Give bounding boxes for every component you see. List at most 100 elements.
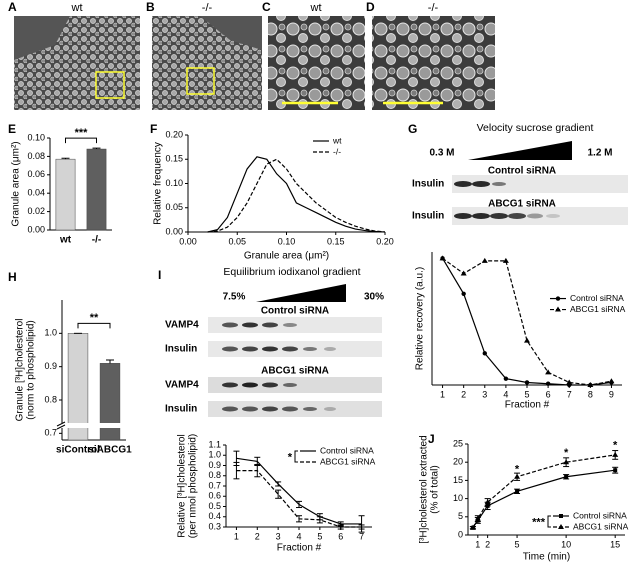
gradient-end: 1.2 M — [587, 148, 612, 159]
y-tick-label: 0.7 — [44, 428, 57, 438]
x-tick-label: 2 — [461, 389, 466, 399]
gradient-wedge — [256, 284, 346, 302]
y-tick-label: 0.00 — [27, 224, 45, 234]
marker — [515, 489, 520, 494]
legend-label: ABCG1 siRNA — [320, 456, 376, 466]
y-tick-label: 0.8 — [44, 394, 57, 404]
marker — [503, 376, 509, 381]
y-tick-label: 0.06 — [27, 169, 45, 179]
axis-break — [56, 423, 126, 428]
series-line — [236, 457, 362, 525]
x-tick-label: 15 — [610, 539, 620, 549]
y-axis-label: (% of total) — [430, 465, 441, 513]
x-tick-label: 7 — [359, 531, 364, 541]
marker — [524, 337, 530, 343]
micrograph-d: D -/- — [366, 0, 495, 110]
gel-title: Equilibrium iodixanol gradient — [223, 266, 360, 278]
y-tick-label: 0.04 — [27, 188, 45, 198]
marker — [461, 291, 466, 296]
y-tick-label: 0.6 — [208, 491, 221, 501]
y-axis-label: [³H]cholesterol extracted — [419, 435, 430, 543]
bands — [222, 382, 297, 388]
x-tick-label: 10 — [561, 539, 571, 549]
legend-label: Control siRNA — [573, 510, 627, 520]
bands — [222, 322, 297, 328]
image-title: wt — [310, 2, 322, 14]
x-tick-label: 3 — [276, 531, 281, 541]
panel-label: H — [8, 270, 17, 284]
micrograph-a: A wt — [8, 0, 140, 110]
bands — [222, 346, 336, 352]
x-tick-label: -/- — [92, 235, 101, 246]
axis-break-mark — [56, 421, 66, 430]
y-tick-label: 0.10 — [165, 178, 183, 188]
x-tick-label: 0.00 — [179, 236, 197, 246]
y-tick-label: 0.00 — [165, 226, 183, 236]
bands — [454, 213, 560, 219]
marker — [474, 515, 481, 521]
x-tick-label: 4 — [296, 531, 301, 541]
x-axis-label: Time (min) — [523, 552, 570, 563]
y-tick-label: 25 — [453, 438, 463, 448]
y-tick-label: 0.20 — [165, 129, 183, 139]
legend-label: wt — [332, 135, 342, 145]
cell-region — [200, 16, 262, 50]
gel-i: I Equilibrium iodixanol gradient 7.5% 30… — [158, 266, 384, 417]
gradient-end: 30% — [364, 292, 384, 303]
marker — [439, 255, 446, 261]
x-tick-label: 6 — [338, 531, 343, 541]
marker — [545, 369, 552, 375]
legend-label: ABCG1 siRNA — [573, 521, 629, 531]
significance: *** — [532, 516, 546, 528]
marker — [559, 514, 563, 518]
legend-bracket — [547, 515, 551, 528]
x-tick-label: 5 — [524, 389, 529, 399]
marker — [566, 379, 573, 385]
micrograph-c: C wt — [262, 0, 365, 110]
gradient-start: 0.3 M — [429, 148, 454, 159]
annotation: * — [613, 439, 618, 451]
marker — [484, 499, 491, 505]
blot — [452, 175, 628, 193]
bands — [454, 181, 506, 187]
x-axis-label: Fraction # — [277, 543, 322, 554]
y-tick-label: 0.08 — [27, 151, 45, 161]
y-tick-label: 1.0 — [208, 450, 221, 460]
legend-label: Control siRNA — [320, 445, 374, 455]
x-tick-label: 1 — [234, 531, 239, 541]
group-label: ABCG1 siRNA — [488, 199, 556, 210]
y-axis-label: Relative [³H]cholesterol — [177, 434, 188, 537]
y-axis-label: (per nmol phospholipid) — [188, 434, 199, 539]
bar — [86, 148, 107, 231]
blot-label: VAMP4 — [165, 380, 199, 391]
gradient-start: 7.5% — [223, 292, 246, 303]
y-tick-label: 0.5 — [208, 501, 221, 511]
y-axis-label: Granule [³H]cholesterol — [15, 319, 26, 422]
x-tick-label: wt — [59, 235, 72, 246]
marker — [482, 351, 487, 356]
y-tick-label: 0.9 — [208, 460, 221, 470]
y-tick-label: 0.7 — [208, 480, 221, 490]
marker — [558, 524, 564, 529]
marker — [524, 380, 530, 385]
x-tick-label: 6 — [546, 389, 551, 399]
bar — [99, 363, 121, 441]
y-tick-label: 0 — [458, 529, 463, 539]
x-axis-label: Fraction # — [505, 400, 550, 411]
legend-label: Control siRNA — [570, 293, 624, 303]
x-tick-label: 1 — [440, 389, 445, 399]
y-axis-label: Granule area (μm²) — [11, 141, 22, 226]
panel-label: G — [408, 122, 417, 136]
y-axis-label: Relative recovery (a.u.) — [415, 267, 426, 370]
y-tick-label: 0.02 — [27, 206, 45, 216]
y-axis-label: (norm to phospholipid) — [26, 320, 37, 420]
annotation: * — [515, 463, 520, 475]
panel-label: E — [8, 122, 16, 136]
legend-label: ABCG1 siRNA — [570, 304, 626, 314]
blot-label: Insulin — [412, 179, 444, 190]
series-line — [442, 257, 612, 386]
inset-box — [95, 71, 125, 99]
y-tick-label: 0.10 — [27, 132, 45, 142]
panel-label: A — [8, 0, 17, 14]
x-tick-label: 9 — [609, 389, 614, 399]
